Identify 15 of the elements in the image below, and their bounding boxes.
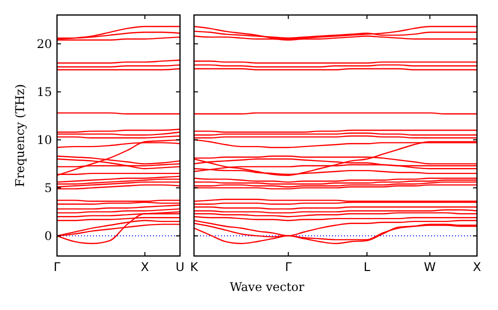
y-tick-label: 15 — [36, 85, 52, 100]
x-tick-label: X — [472, 260, 482, 274]
x-tick-label: Γ — [284, 260, 292, 274]
x-tick-label: Γ — [54, 260, 61, 274]
y-tick-label: 5 — [44, 181, 52, 196]
y-axis-title: Frequency (THz) — [13, 84, 27, 187]
y-tick-label: 20 — [36, 37, 52, 52]
y-tick-label: 0 — [44, 229, 52, 244]
x-tick-label: X — [140, 260, 149, 274]
x-tick-label: K — [190, 260, 200, 274]
x-tick-label: U — [176, 260, 184, 274]
y-tick-label: 10 — [36, 133, 52, 148]
x-tick-label: L — [364, 260, 371, 274]
x-tick-label: W — [424, 260, 436, 274]
x-axis-title: Wave vector — [230, 280, 305, 294]
